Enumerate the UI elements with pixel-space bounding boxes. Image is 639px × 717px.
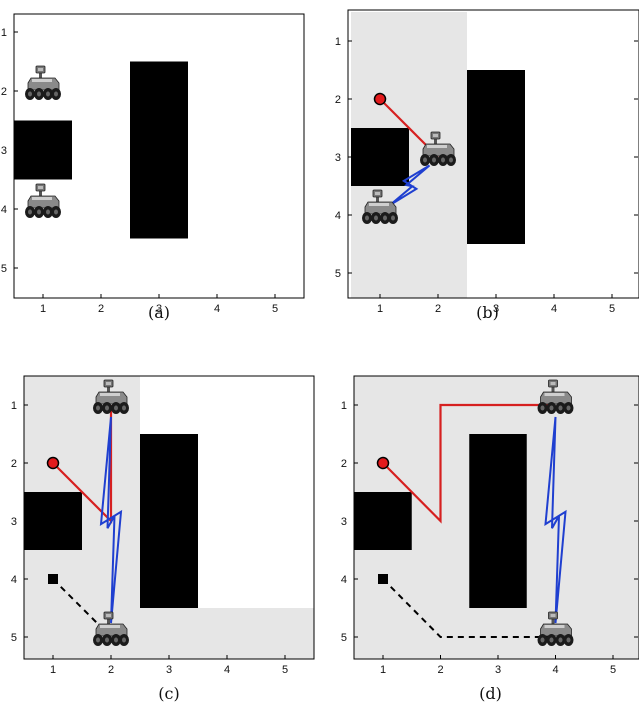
obstacle bbox=[467, 70, 525, 244]
target-marker-icon bbox=[46, 456, 60, 470]
panel-d: 1 1 2 2 3 3 4 4 5 5 (d) bbox=[341, 375, 639, 703]
robot-icon bbox=[537, 611, 574, 646]
x-tick-label: 5 bbox=[282, 664, 288, 676]
x-tick-label: 2 bbox=[108, 664, 114, 676]
x-tick-label: 3 bbox=[493, 303, 499, 315]
x-tick-label: 5 bbox=[609, 303, 615, 315]
panel-caption: (b) bbox=[476, 303, 499, 322]
wireless-link bbox=[544, 416, 567, 624]
y-tick-label: 3 bbox=[11, 516, 17, 528]
y-tick-label: 5 bbox=[11, 632, 17, 644]
robot-icon bbox=[93, 611, 129, 646]
panel-a: 1 1 2 2 3 3 4 4 5 5 (a) bbox=[1, 13, 305, 322]
y-tick-label: 1 bbox=[11, 400, 17, 412]
panel-c: 1 1 2 2 3 3 4 4 5 5 (c) bbox=[11, 375, 315, 703]
y-tick-label: 4 bbox=[341, 574, 347, 586]
y-tick-label: 5 bbox=[341, 632, 347, 644]
y-tick-label: 4 bbox=[11, 574, 17, 586]
obstacle bbox=[24, 492, 82, 550]
base-square-icon bbox=[378, 574, 388, 584]
panel-caption: (d) bbox=[479, 684, 502, 703]
y-tick-label: 3 bbox=[341, 516, 347, 528]
x-tick-label: 4 bbox=[214, 303, 220, 315]
axes-frame bbox=[353, 375, 639, 660]
y-tick-label: 5 bbox=[335, 268, 341, 280]
robot-icon bbox=[25, 183, 61, 218]
x-tick-label: 2 bbox=[98, 303, 104, 315]
y-tick-label: 2 bbox=[11, 458, 17, 470]
robot-icon bbox=[362, 189, 398, 224]
base-square-icon bbox=[48, 574, 58, 584]
x-tick-label: 3 bbox=[156, 303, 162, 315]
x-tick-label: 2 bbox=[435, 303, 441, 315]
obstacle bbox=[130, 61, 188, 239]
x-tick-label: 1 bbox=[50, 664, 56, 676]
y-tick-label: 3 bbox=[335, 152, 341, 164]
base-path bbox=[382, 578, 556, 638]
x-tick-label: 5 bbox=[272, 303, 278, 315]
x-tick-label: 5 bbox=[610, 664, 616, 676]
y-tick-label: 2 bbox=[341, 458, 347, 470]
x-tick-label: 2 bbox=[437, 664, 443, 676]
tether-path bbox=[382, 403, 556, 524]
wireless-link bbox=[99, 416, 123, 624]
y-tick-label: 5 bbox=[1, 263, 7, 275]
x-tick-label: 3 bbox=[166, 664, 172, 676]
x-tick-label: 4 bbox=[224, 664, 230, 676]
y-tick-label: 4 bbox=[335, 210, 341, 222]
target-marker-icon bbox=[376, 456, 390, 470]
panel-caption: (c) bbox=[158, 684, 179, 703]
obstacle bbox=[351, 128, 409, 186]
robot-icon bbox=[537, 379, 574, 414]
panel-b: 1 1 2 2 3 3 4 4 5 5 (b) bbox=[335, 9, 639, 322]
panel-caption: (a) bbox=[148, 303, 170, 322]
obstacle bbox=[354, 492, 412, 550]
y-tick-label: 2 bbox=[1, 86, 7, 98]
target-marker-icon bbox=[373, 92, 387, 106]
shaded-region bbox=[140, 608, 314, 659]
y-tick-label: 3 bbox=[1, 145, 7, 157]
y-tick-label: 1 bbox=[335, 36, 341, 48]
obstacle bbox=[14, 120, 72, 180]
obstacle bbox=[469, 434, 527, 608]
x-tick-label: 1 bbox=[377, 303, 383, 315]
y-tick-label: 2 bbox=[335, 94, 341, 106]
y-tick-label: 1 bbox=[341, 400, 347, 412]
x-tick-label: 1 bbox=[40, 303, 46, 315]
obstacle bbox=[140, 434, 198, 608]
x-tick-label: 4 bbox=[551, 303, 557, 315]
x-tick-label: 3 bbox=[495, 664, 501, 676]
x-tick-label: 1 bbox=[380, 664, 386, 676]
robot-icon bbox=[420, 131, 456, 166]
y-tick-label: 1 bbox=[1, 27, 7, 39]
x-tick-label: 4 bbox=[552, 664, 558, 676]
axes-frame bbox=[347, 9, 639, 299]
y-tick-label: 4 bbox=[1, 204, 7, 216]
robot-icon bbox=[93, 379, 129, 414]
robot-icon bbox=[25, 65, 61, 100]
